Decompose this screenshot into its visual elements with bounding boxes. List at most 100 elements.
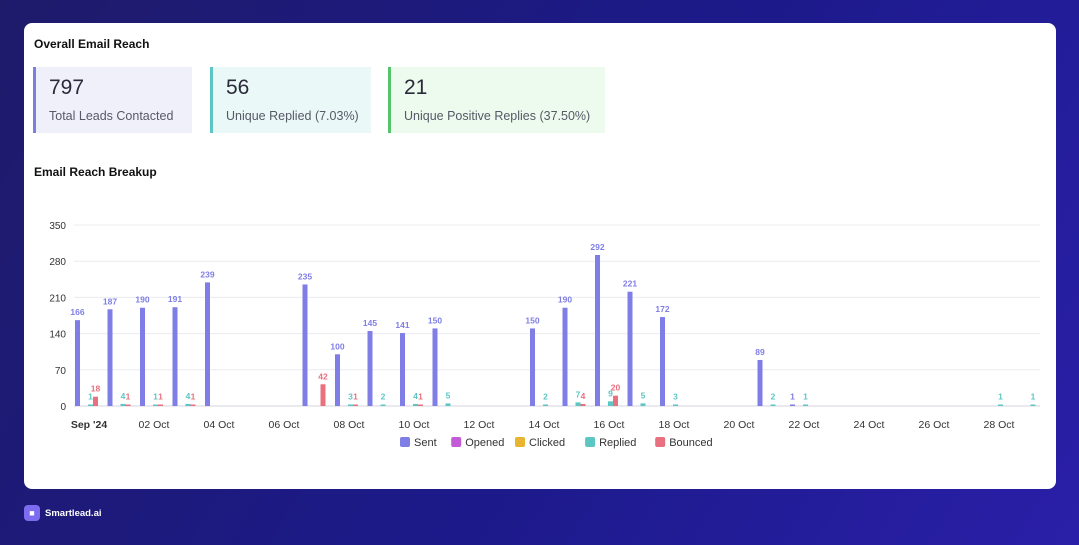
data-label-bounced: 20: [611, 383, 621, 393]
bar-replied: [673, 404, 678, 406]
data-label-replied: 3: [348, 391, 353, 401]
data-label-replied: 2: [771, 392, 776, 402]
y-tick-label: 0: [60, 402, 66, 413]
data-label-replied: 4: [121, 391, 126, 401]
overview-title: Overall Email Reach: [34, 37, 150, 51]
bar-sent: [530, 328, 535, 406]
legend-swatch: [515, 437, 525, 447]
bar-replied: [640, 403, 646, 406]
x-tick-label: Sep '24: [71, 419, 108, 431]
bar-sent: [562, 307, 568, 406]
data-label-bounced: 42: [318, 371, 328, 381]
bar-replied: [770, 404, 776, 406]
data-label-sent: 89: [755, 347, 765, 357]
data-label-replied: 7: [576, 389, 581, 399]
data-label-sent: 172: [655, 304, 669, 314]
data-label-sent: 239: [200, 269, 214, 279]
bar-bounced: [125, 404, 131, 406]
data-label-replied: 9: [608, 388, 613, 398]
data-label-bounced: 1: [353, 392, 358, 402]
robot-icon: ■: [24, 505, 40, 521]
data-label-sent: 292: [590, 242, 604, 252]
data-label-sent: 150: [428, 315, 442, 325]
bar-sent: [400, 333, 405, 406]
bar-sent: [75, 320, 80, 406]
unique-replied-label: Unique Replied (7.03%): [226, 109, 359, 123]
bar-replied: [1030, 404, 1036, 406]
y-tick-label: 350: [49, 221, 66, 232]
bar-sent: [172, 307, 178, 406]
bar-sent: [790, 404, 795, 406]
breakup-title: Email Reach Breakup: [34, 165, 157, 179]
data-label-bounced: 1: [158, 392, 163, 402]
bar-sent: [757, 359, 763, 406]
data-label-replied: 1: [153, 392, 158, 402]
bar-replied: [348, 404, 353, 406]
legend-swatch: [451, 437, 462, 447]
bar-sent: [335, 354, 340, 406]
data-label-sent: 166: [70, 307, 84, 317]
bar-sent: [107, 309, 113, 406]
y-tick-label: 280: [49, 257, 66, 268]
data-label-sent: 187: [103, 296, 117, 306]
bar-bounced: [580, 403, 586, 406]
data-label-replied: 2: [381, 392, 386, 402]
data-label-sent: 141: [395, 320, 409, 330]
data-label-replied: 1: [998, 392, 1003, 402]
legend-swatch: [400, 437, 410, 447]
total-leads-label: Total Leads Contacted: [49, 109, 174, 123]
y-tick-label: 140: [49, 330, 66, 341]
bar-replied: [185, 403, 191, 406]
bar-replied: [803, 404, 808, 406]
bar-sent: [140, 307, 145, 406]
x-tick-label: 18 Oct: [659, 419, 690, 431]
data-label-sent: 150: [525, 315, 539, 325]
total-leads-stat: 797 Total Leads Contacted: [33, 67, 192, 133]
data-label-sent: 145: [363, 318, 377, 328]
data-label-bounced: 4: [581, 391, 586, 401]
bar-replied: [120, 403, 126, 406]
bar-replied: [153, 404, 158, 406]
unique-replied-value: 56: [226, 76, 250, 99]
x-tick-label: 06 Oct: [269, 419, 300, 431]
data-label-replied: 5: [641, 390, 646, 400]
bar-replied: [575, 402, 581, 406]
x-tick-label: 22 Oct: [789, 419, 820, 431]
bar-bounced: [320, 384, 326, 406]
x-tick-label: 16 Oct: [594, 419, 625, 431]
data-label-replied: 1: [88, 392, 93, 402]
bar-bounced: [93, 396, 98, 406]
data-label-sent: 190: [558, 295, 572, 305]
data-label-replied: 4: [413, 391, 418, 401]
brand-name: Smartlead.ai: [45, 507, 102, 519]
bar-sent: [627, 291, 633, 406]
x-tick-label: 08 Oct: [334, 419, 365, 431]
data-label-replied: 5: [446, 390, 451, 400]
unique-replied-stat: 56 Unique Replied (7.03%): [210, 67, 371, 133]
email-reach-chart: 0 70 140 210 280 350 Sep '24 02 Oct 04 Oct 06 Oct…: [49, 221, 1040, 449]
data-label-bounced: 18: [91, 384, 101, 394]
bar-replied: [543, 404, 548, 406]
positive-replies-stat: 21 Unique Positive Replies (37.50%): [388, 67, 605, 133]
email-reach-card: Overall Email Reach 797 Total Leads Cont…: [24, 23, 1056, 489]
data-label-bounced: 1: [418, 392, 423, 402]
bar-bounced: [158, 404, 163, 406]
data-label-replied: 1: [1031, 392, 1036, 402]
x-tick-label: 10 Oct: [399, 419, 430, 431]
x-tick-label: 02 Oct: [139, 419, 170, 431]
data-label-sent: 191: [168, 294, 182, 304]
bar-bounced: [418, 404, 423, 406]
legend-label: Clicked: [529, 437, 565, 449]
x-tick-label: 24 Oct: [854, 419, 885, 431]
x-tick-label: 26 Oct: [919, 419, 950, 431]
legend-label: Bounced: [669, 437, 712, 449]
legend-label: Sent: [414, 437, 437, 449]
x-tick-label: 14 Oct: [529, 419, 560, 431]
data-label-replied: 2: [543, 392, 548, 402]
x-tick-label: 12 Oct: [464, 419, 495, 431]
data-label-replied: 4: [186, 391, 191, 401]
bar-replied: [998, 404, 1003, 406]
bar-sent: [595, 254, 600, 406]
bar-sent: [302, 284, 308, 406]
bar-sent: [205, 282, 210, 406]
